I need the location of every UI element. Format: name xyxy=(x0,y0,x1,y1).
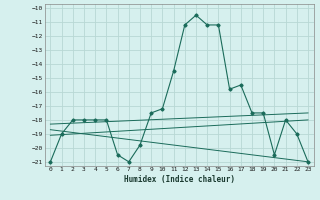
X-axis label: Humidex (Indice chaleur): Humidex (Indice chaleur) xyxy=(124,175,235,184)
